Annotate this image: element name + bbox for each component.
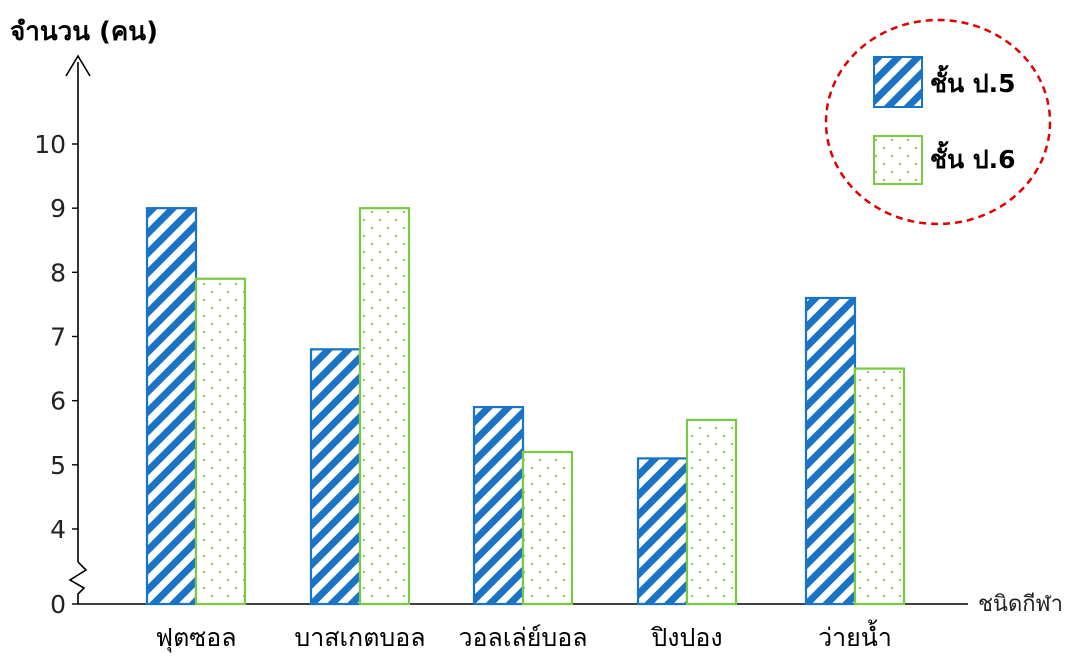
y-tick-label: 6 [50, 387, 66, 416]
y-ticks: 0 4 5 6 7 8 9 10 [34, 130, 78, 619]
bars [145, 207, 906, 606]
category-label: บาสเกตบอล [294, 623, 425, 652]
legend: ชั้น ป.5 ชั้น ป.6 [824, 18, 1052, 226]
x-axis-label: ชนิดกีฬา [978, 592, 1063, 617]
legend-swatch-p5 [873, 56, 923, 108]
y-tick-label: 9 [50, 194, 66, 223]
bar-p5 [145, 207, 198, 606]
y-axis-break [68, 561, 88, 604]
bar-p5 [636, 457, 689, 606]
y-tick-label: 4 [50, 515, 66, 544]
category-label: ว่ายน้ำ [818, 619, 892, 652]
legend-label-p6: ชั้น ป.6 [930, 140, 1016, 174]
bar-p6 [853, 367, 906, 606]
legend-swatch-p6 [873, 135, 923, 185]
y-axis-arrow [65, 54, 91, 77]
y-tick-label: 7 [50, 323, 66, 352]
bar-p5 [472, 405, 525, 606]
category-label: ฟุตซอล [155, 623, 236, 653]
legend-ring [824, 18, 1052, 226]
legend-label-p5: ชั้น ป.5 [930, 64, 1016, 98]
y-tick-label: 8 [50, 258, 66, 287]
y-tick-label: 5 [50, 451, 66, 480]
category-label: ปิงปอง [651, 623, 723, 652]
bar-p6 [194, 277, 247, 606]
bar-p6 [521, 450, 574, 606]
bar-p6 [685, 418, 738, 606]
category-label: วอลเล่ย์บอล [458, 623, 587, 652]
bar-p5 [309, 348, 362, 606]
bar-p6 [358, 207, 411, 606]
category-labels: ฟุตซอล บาสเกตบอล วอลเล่ย์บอล ปิงปอง ว่ายน้ำ [155, 619, 892, 653]
y-axis-label: จำนวน (คน) [10, 17, 158, 47]
y-tick-label: 10 [34, 130, 66, 159]
y-tick-label: 0 [50, 590, 66, 619]
bar-p5 [804, 296, 857, 606]
